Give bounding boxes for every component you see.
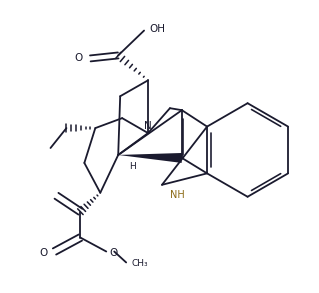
Text: OH: OH xyxy=(149,23,165,34)
Text: O: O xyxy=(39,248,48,258)
Text: NH: NH xyxy=(170,190,185,200)
Text: H: H xyxy=(129,162,136,171)
Polygon shape xyxy=(118,153,182,163)
Text: O: O xyxy=(109,248,117,258)
Text: N: N xyxy=(144,121,152,131)
Text: O: O xyxy=(74,53,82,63)
Text: CH₃: CH₃ xyxy=(131,259,148,268)
